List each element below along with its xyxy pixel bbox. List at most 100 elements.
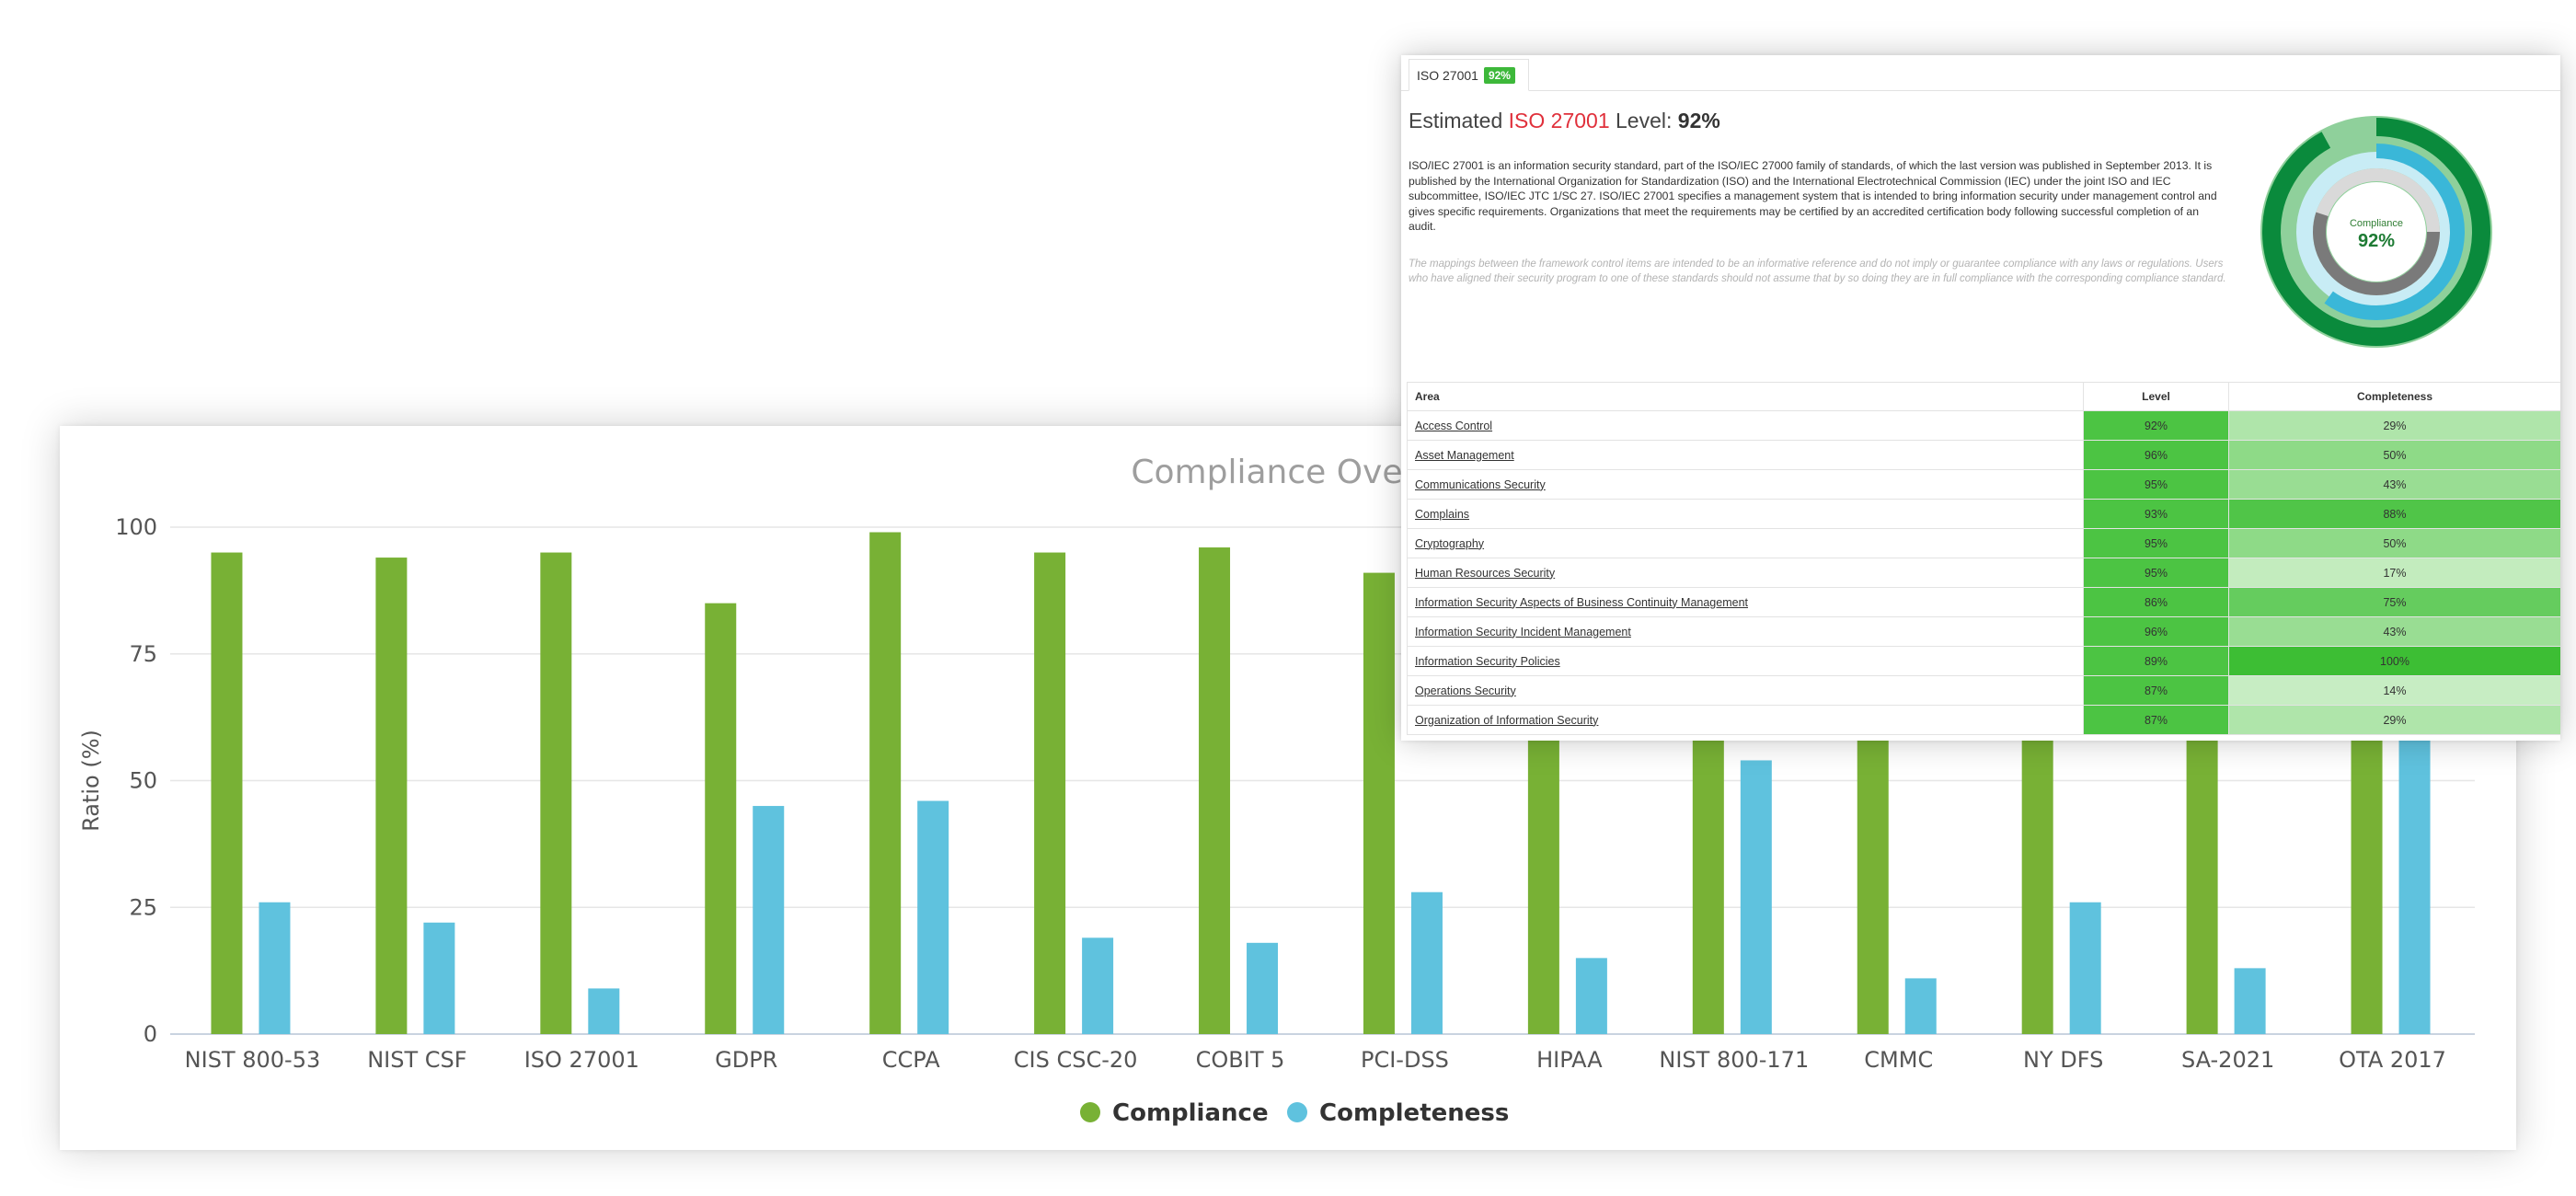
header-area: Area bbox=[1407, 382, 2084, 411]
area-cell: Information Security Policies bbox=[1407, 646, 2084, 676]
area-cell: Information Security Aspects of Business… bbox=[1407, 587, 2084, 617]
x-tick-label: OTA 2017 bbox=[2339, 1047, 2446, 1073]
bar-completeness bbox=[2234, 968, 2266, 1034]
table-row: Complains 93% 88% bbox=[1407, 499, 2560, 529]
chart-title: Compliance Overvi bbox=[1131, 454, 1444, 491]
area-link[interactable]: Information Security Aspects of Business… bbox=[1415, 595, 1748, 609]
level-cell: 93% bbox=[2083, 499, 2229, 529]
y-axis-title: Ratio (%) bbox=[78, 730, 104, 832]
bar-completeness bbox=[1904, 978, 1937, 1034]
bar-completeness bbox=[753, 806, 785, 1034]
y-tick-label: 50 bbox=[129, 768, 157, 794]
bar-completeness bbox=[2398, 719, 2431, 1034]
completeness-cell: 14% bbox=[2228, 675, 2560, 706]
bar-compliance bbox=[705, 603, 737, 1034]
bar-completeness bbox=[1740, 760, 1772, 1034]
legend-marker-compliance bbox=[1080, 1102, 1100, 1122]
x-tick-label: SA-2021 bbox=[2181, 1047, 2274, 1073]
y-tick-label: 0 bbox=[144, 1021, 157, 1047]
area-cell: Complains bbox=[1407, 499, 2084, 529]
bar-completeness bbox=[1247, 942, 1279, 1034]
bar-compliance bbox=[1034, 552, 1066, 1034]
bar-compliance bbox=[1363, 572, 1395, 1034]
completeness-cell: 75% bbox=[2228, 587, 2560, 617]
heading-middle: Level: bbox=[1609, 109, 1678, 132]
tab-bar: ISO 27001 92% bbox=[1401, 55, 2560, 91]
bar-compliance bbox=[211, 552, 243, 1034]
table-row: Information Security Aspects of Business… bbox=[1407, 587, 2560, 617]
level-cell: 87% bbox=[2083, 705, 2229, 735]
bar-completeness bbox=[2069, 902, 2101, 1034]
area-link[interactable]: Human Resources Security bbox=[1415, 566, 1556, 580]
x-tick-label: HIPAA bbox=[1536, 1047, 1603, 1073]
level-cell: 87% bbox=[2083, 675, 2229, 706]
x-tick-label: NIST 800-171 bbox=[1659, 1047, 1809, 1073]
bar-completeness bbox=[917, 800, 949, 1034]
level-cell: 95% bbox=[2083, 469, 2229, 500]
x-tick-label: ISO 27001 bbox=[524, 1047, 639, 1073]
donut-core-ring bbox=[2313, 168, 2440, 295]
legend-label-compliance: Compliance bbox=[1112, 1099, 1269, 1127]
level-cell: 89% bbox=[2083, 646, 2229, 676]
tab-iso-27001[interactable]: ISO 27001 92% bbox=[1409, 59, 1529, 91]
completeness-cell: 29% bbox=[2228, 410, 2560, 441]
area-link[interactable]: Information Security Policies bbox=[1415, 654, 1560, 668]
bar-compliance bbox=[869, 532, 902, 1034]
area-link[interactable]: Organization of Information Security bbox=[1415, 713, 1599, 727]
header-level: Level bbox=[2083, 382, 2229, 411]
area-cell: Asset Management bbox=[1407, 440, 2084, 470]
donut-value: 92% bbox=[2358, 231, 2395, 251]
level-cell: 95% bbox=[2083, 528, 2229, 558]
level-cell: 96% bbox=[2083, 616, 2229, 647]
legend-label-completeness: Completeness bbox=[1319, 1099, 1509, 1127]
area-cell: Information Security Incident Management bbox=[1407, 616, 2084, 647]
area-link[interactable]: Cryptography bbox=[1415, 536, 1485, 550]
standard-description: ISO/IEC 27001 is an information security… bbox=[1409, 159, 2217, 233]
iso-27001-panel: ISO 27001 92% Estimated ISO 27001 Level:… bbox=[1401, 55, 2560, 741]
bar-completeness bbox=[1082, 937, 1114, 1034]
x-tick-label: CCPA bbox=[882, 1047, 940, 1073]
area-link[interactable]: Complains bbox=[1415, 507, 1470, 521]
completeness-cell: 43% bbox=[2228, 616, 2560, 647]
area-link[interactable]: Information Security Incident Management bbox=[1415, 625, 1631, 638]
tab-badge: 92% bbox=[1483, 66, 1515, 84]
donut-label: Compliance bbox=[2350, 218, 2403, 229]
y-tick-label: 75 bbox=[129, 641, 157, 667]
table-row: Information Security Incident Management… bbox=[1407, 616, 2560, 647]
bar-completeness bbox=[259, 902, 291, 1034]
area-link[interactable]: Asset Management bbox=[1415, 448, 1514, 462]
donut-inner-track bbox=[2296, 152, 2456, 312]
table-row: Information Security Policies 89% 100% bbox=[1407, 646, 2560, 676]
estimated-level-heading: Estimated ISO 27001 Level: 92% bbox=[1409, 109, 1720, 133]
completeness-cell: 43% bbox=[2228, 469, 2560, 500]
table-row: Asset Management 96% 50% bbox=[1407, 440, 2560, 470]
area-table: Area Level Completeness Access Control 92… bbox=[1407, 382, 2560, 735]
header-completeness: Completeness bbox=[2228, 382, 2560, 411]
table-row: Access Control 92% 29% bbox=[1407, 410, 2560, 441]
x-tick-label: CIS CSC-20 bbox=[1014, 1047, 1138, 1073]
completeness-cell: 17% bbox=[2228, 558, 2560, 588]
area-link[interactable]: Operations Security bbox=[1415, 684, 1516, 697]
y-tick-label: 100 bbox=[115, 514, 157, 540]
area-link[interactable]: Communications Security bbox=[1415, 477, 1546, 491]
x-tick-label: NIST 800-53 bbox=[185, 1047, 321, 1073]
x-tick-label: COBIT 5 bbox=[1196, 1047, 1285, 1073]
table-row: Human Resources Security 95% 17% bbox=[1407, 558, 2560, 588]
compliance-donut: Compliance 92% bbox=[2260, 116, 2492, 348]
level-cell: 86% bbox=[2083, 587, 2229, 617]
completeness-cell: 88% bbox=[2228, 499, 2560, 529]
completeness-cell: 50% bbox=[2228, 440, 2560, 470]
area-cell: Communications Security bbox=[1407, 469, 2084, 500]
area-cell: Organization of Information Security bbox=[1407, 705, 2084, 735]
y-tick-label: 25 bbox=[129, 894, 157, 920]
mapping-disclaimer: The mappings between the framework contr… bbox=[1409, 259, 2226, 284]
heading-level: 92% bbox=[1677, 109, 1720, 132]
area-cell: Operations Security bbox=[1407, 675, 2084, 706]
bar-completeness bbox=[1410, 891, 1443, 1034]
table-row: Operations Security 87% 14% bbox=[1407, 675, 2560, 706]
bar-compliance bbox=[540, 552, 572, 1034]
table-header-row: Area Level Completeness bbox=[1407, 382, 2560, 411]
heading-prefix: Estimated bbox=[1409, 109, 1509, 132]
area-link[interactable]: Access Control bbox=[1415, 419, 1493, 432]
area-cell: Cryptography bbox=[1407, 528, 2084, 558]
